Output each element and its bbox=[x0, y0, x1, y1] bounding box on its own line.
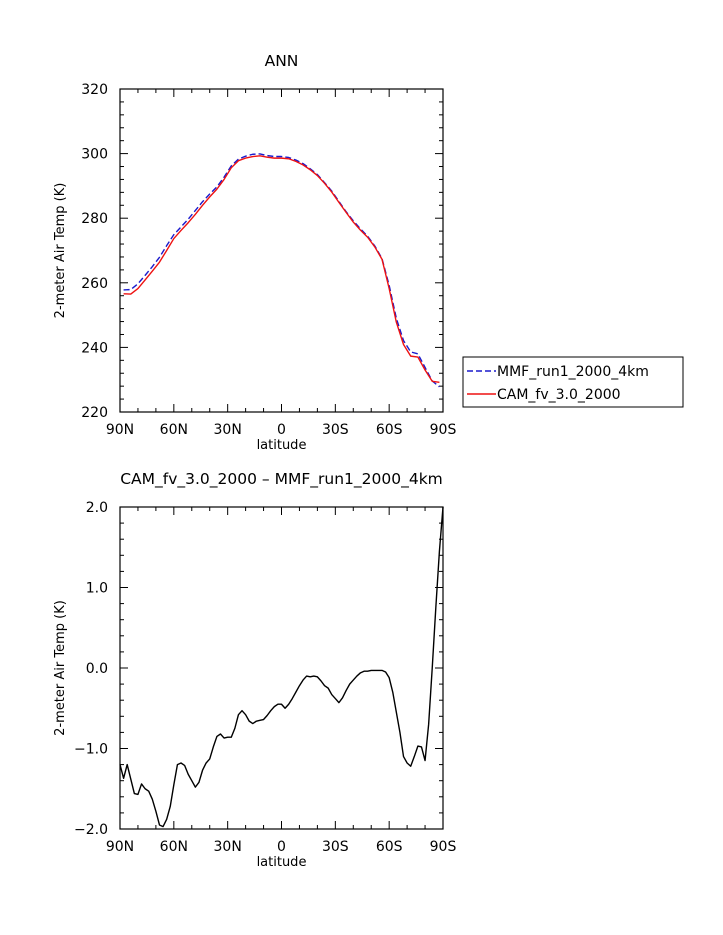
x-tick-label: 30S bbox=[322, 839, 349, 855]
y-tick-label: 240 bbox=[81, 340, 108, 356]
y-tick-label: 2.0 bbox=[86, 500, 108, 516]
legend-box bbox=[462, 356, 684, 408]
y-tick-label: 0.0 bbox=[86, 661, 108, 677]
series-line-mmf-run1-2000-4km bbox=[123, 153, 440, 388]
x-tick-label: 30N bbox=[214, 422, 242, 438]
x-tick-label: 60N bbox=[160, 422, 188, 438]
plot-annual-temperature: ANN 90N 60N 30N 0 30S 60S 90S 220 240 260 280 300 320… bbox=[53, 52, 684, 453]
chart-title: ANN bbox=[265, 52, 299, 70]
x-tick-label: 60S bbox=[376, 839, 403, 855]
y-axis-label: 2-meter Air Temp (K) bbox=[53, 600, 68, 736]
legend-label: MMF_run1_2000_4km bbox=[497, 364, 649, 380]
x-tick-label: 90S bbox=[430, 839, 457, 855]
x-tick-label: 0 bbox=[277, 839, 286, 855]
y-axis-label: 2-meter Air Temp (K) bbox=[53, 183, 68, 319]
x-tick-label: 60N bbox=[160, 839, 188, 855]
y-tick-label: −2.0 bbox=[74, 822, 108, 838]
plot-frame bbox=[119, 506, 444, 830]
y-tick-label: 260 bbox=[81, 276, 108, 292]
x-tick-label: 0 bbox=[277, 422, 286, 438]
x-tick-label: 30N bbox=[214, 839, 242, 855]
plot-temperature-difference: CAM_fv_3.0_2000 – MMF_run1_2000_4km 90N 60… bbox=[53, 470, 456, 870]
x-tick-label: 30S bbox=[322, 422, 349, 438]
series-line-cam-fv-3-0-2000 bbox=[123, 155, 440, 383]
x-tick-label: 90N bbox=[106, 422, 134, 438]
y-tick-label: 300 bbox=[81, 147, 108, 163]
x-tick-label: 90S bbox=[430, 422, 457, 438]
y-tick-label: −1.0 bbox=[74, 742, 108, 758]
y-tick-label: 280 bbox=[81, 211, 108, 227]
x-tick-label: 60S bbox=[376, 422, 403, 438]
legend-label: CAM_fv_3.0_2000 bbox=[497, 387, 621, 403]
x-tick-label: 90N bbox=[106, 839, 134, 855]
y-tick-label: 1.0 bbox=[86, 581, 108, 597]
difference-line bbox=[119, 506, 444, 828]
y-tick-label: 220 bbox=[81, 405, 108, 421]
y-tick-label: 320 bbox=[81, 82, 108, 98]
x-axis-label: latitude bbox=[257, 438, 307, 453]
plot-frame bbox=[119, 88, 444, 413]
chart-title: CAM_fv_3.0_2000 – MMF_run1_2000_4km bbox=[120, 470, 443, 489]
x-axis-label: latitude bbox=[257, 855, 307, 870]
